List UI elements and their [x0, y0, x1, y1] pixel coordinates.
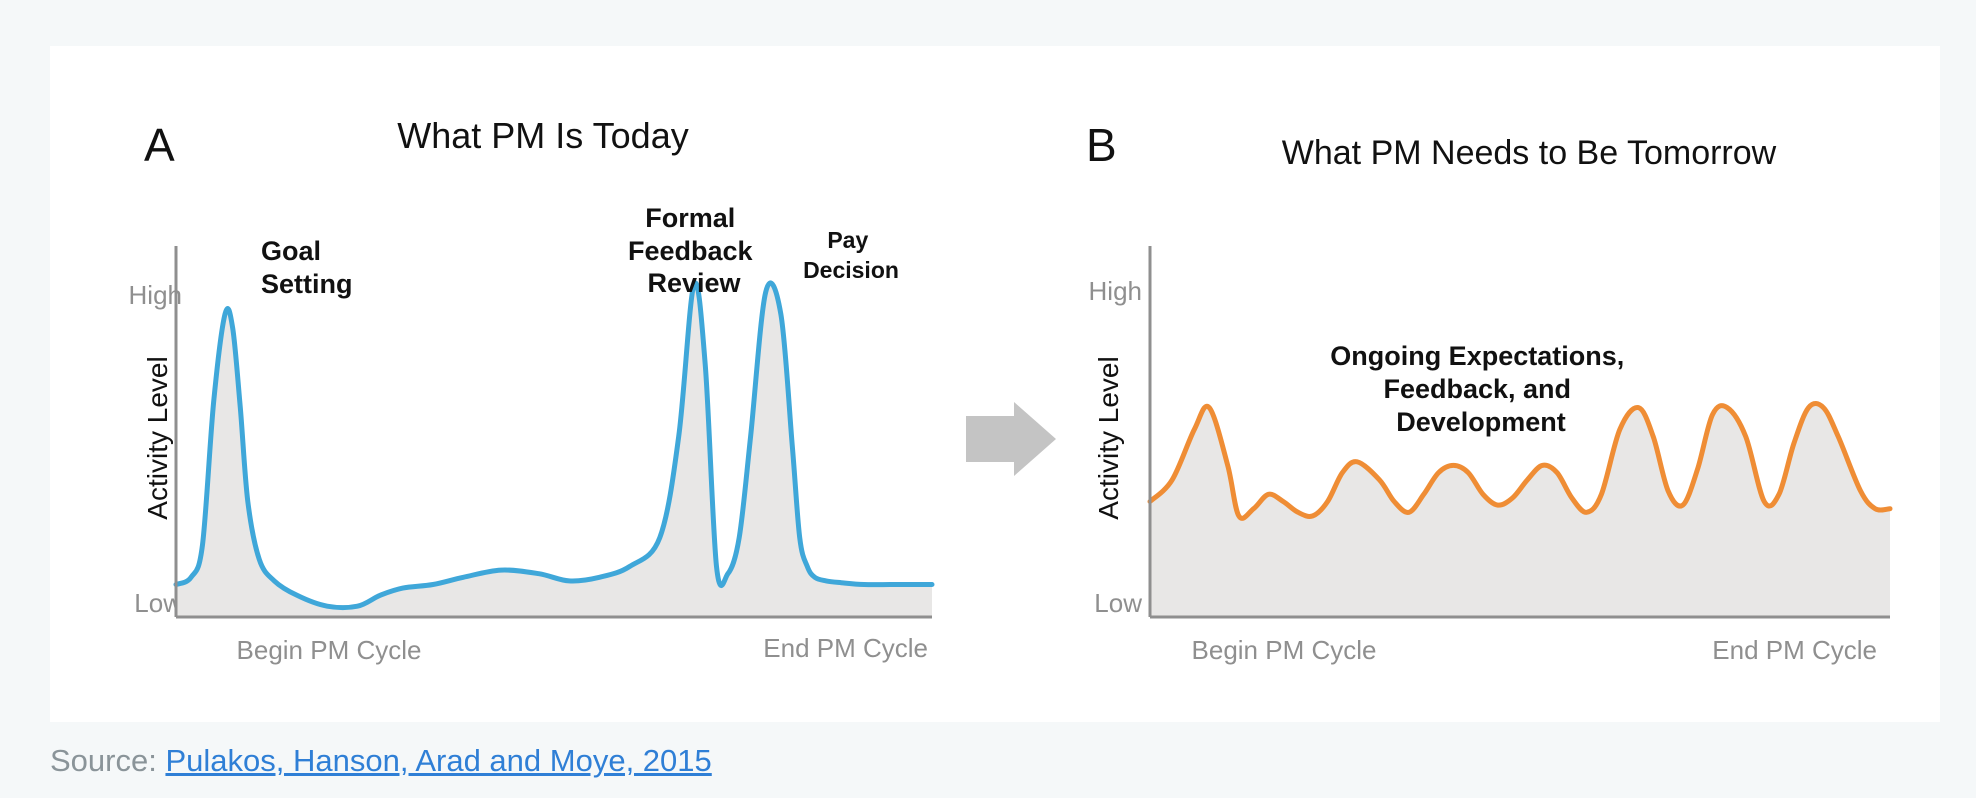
annotation-formal-feedback-line-1: Formal	[645, 203, 735, 233]
annotation-pay-decision-line-2: Decision	[803, 257, 899, 283]
chart-b-ytick-high: High	[1089, 276, 1142, 306]
chart-a-plot-area	[173, 246, 935, 619]
annotation-goal-setting-line-2: Setting	[261, 269, 353, 299]
right-arrow-icon	[966, 402, 1056, 476]
annotation-goal-setting-line-1: Goal	[261, 236, 321, 266]
annotation-formal-feedback-line-2: Feedback	[628, 236, 754, 266]
annotation-ongoing-expectations: Ongoing Expectations, Feedback, and Deve…	[1330, 341, 1632, 437]
chart-b-activity-line	[1147, 401, 1893, 521]
chart-a-ylabel: Activity Level	[142, 356, 173, 519]
source-link[interactable]: Pulakos, Hanson, Arad and Moye, 2015	[165, 743, 712, 778]
annotation-goal-setting: Goal Setting	[261, 236, 353, 299]
chart-b-plot-area	[1147, 246, 1893, 619]
annotation-pay-decision: Pay Decision	[803, 227, 899, 283]
figure-panel: A What PM Is Today High Low Activity Lev…	[50, 46, 1940, 722]
chart-a-area-fill	[176, 282, 932, 617]
chart-b-xtick-begin: Begin PM Cycle	[1192, 635, 1377, 665]
chart-a: A What PM Is Today High Low Activity Lev…	[129, 115, 935, 665]
comparison-figure: A What PM Is Today High Low Activity Lev…	[129, 115, 1893, 665]
chart-a-ytick-low: Low	[134, 588, 182, 618]
chart-b-ytick-low: Low	[1094, 588, 1142, 618]
chart-a-xtick-end: End PM Cycle	[763, 633, 928, 663]
chart-b-title: What PM Needs to Be Tomorrow	[1282, 134, 1777, 172]
annotation-formal-feedback-line-3: Review	[647, 268, 741, 298]
chart-a-ytick-high: High	[129, 280, 182, 310]
chart-b: B What PM Needs to Be Tomorrow High Low …	[1086, 119, 1893, 665]
annotation-pay-decision-line-1: Pay	[827, 227, 868, 253]
chart-a-title: What PM Is Today	[397, 115, 688, 156]
annotation-ongoing-line-2: Feedback, and	[1383, 374, 1571, 404]
panel-letter-a: A	[144, 119, 175, 171]
chart-b-ylabel: Activity Level	[1093, 356, 1124, 519]
chart-a-xtick-begin: Begin PM Cycle	[237, 635, 422, 665]
panel-letter-b: B	[1086, 119, 1117, 171]
annotation-formal-feedback-review: Formal Feedback Review	[628, 203, 760, 298]
annotation-ongoing-line-1: Ongoing Expectations,	[1330, 341, 1624, 371]
chart-b-area-fill	[1150, 403, 1890, 617]
chart-b-xtick-end: End PM Cycle	[1712, 635, 1877, 665]
source-label: Source:	[50, 743, 166, 778]
source-citation: Source: Pulakos, Hanson, Arad and Moye, …	[50, 743, 712, 779]
annotation-ongoing-line-3: Development	[1396, 407, 1566, 437]
chart-a-activity-line	[173, 280, 935, 611]
